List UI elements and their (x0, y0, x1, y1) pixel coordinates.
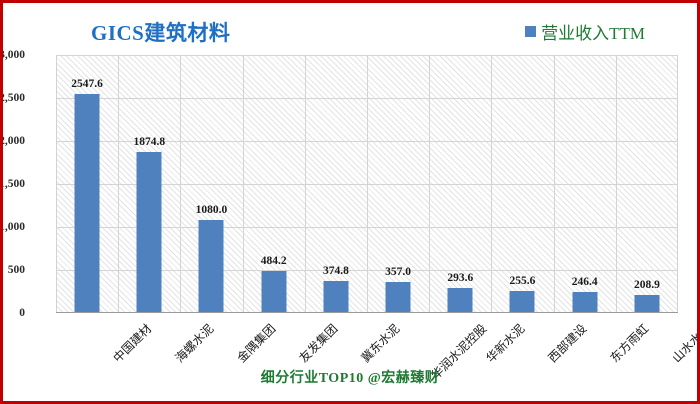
bar-slot: 1080.0 (180, 55, 242, 313)
y-axis-tick-label: 1,500 (0, 178, 25, 190)
bar-value-label: 357.0 (385, 266, 412, 279)
y-axis-tick-label: 3,000 (0, 49, 25, 61)
bar[interactable] (261, 271, 287, 313)
bar[interactable] (323, 280, 349, 313)
legend-swatch-icon (525, 26, 537, 37)
y-axis-tick-label: 500 (7, 264, 25, 276)
bar-slot: 357.0 (367, 55, 429, 313)
footer-caption: 细分行业TOP10 @宏赫臻财 (260, 371, 440, 386)
chart-legend: 营业收入TTM (525, 19, 645, 44)
category-divider (554, 55, 555, 313)
plot-wrapper: 0 500 1,000 1,500 2,000 2,500 3,000 2547.6 1874… (3, 49, 678, 319)
x-axis-labels: 中国建材 海螺水泥 金隅集团 友发集团 冀东水泥 华润水泥控股 华新水泥 西部建设 东方雨虹 山水… (56, 314, 697, 382)
page-title: GICS建筑材料 (91, 21, 231, 45)
bar[interactable] (136, 151, 162, 313)
x-axis-tick-label: 海螺水泥 (172, 321, 217, 366)
bar[interactable] (509, 291, 535, 313)
bar-slot: 246.4 (554, 55, 616, 313)
x-axis-tick-label: 冀东水泥 (358, 321, 403, 366)
bar[interactable] (634, 295, 660, 313)
bar-value-label: 374.8 (322, 264, 349, 277)
bar[interactable] (74, 93, 100, 313)
y-axis-tick-label: 1,000 (0, 221, 25, 233)
bar-value-label: 246.4 (571, 275, 598, 288)
x-axis-tick-label: 友发集团 (296, 321, 341, 366)
bar-value-label: 484.2 (260, 255, 287, 268)
bar-slot: 293.6 (429, 55, 491, 313)
category-divider (180, 55, 181, 313)
category-divider (367, 55, 368, 313)
bar-slot: 208.9 (616, 55, 678, 313)
bar-slot: 374.8 (305, 55, 367, 313)
category-divider (429, 55, 430, 313)
bar-value-label: 293.6 (447, 271, 474, 284)
bar-slot: 2547.6 (56, 55, 118, 313)
bar-slot: 484.2 (243, 55, 305, 313)
bar[interactable] (385, 282, 411, 313)
x-axis-tick-label: 东方雨虹 (607, 321, 652, 366)
x-axis-line (56, 312, 678, 313)
x-axis-tick-label: 华新水泥 (483, 321, 528, 366)
legend-label: 营业收入TTM (541, 24, 645, 43)
x-axis-tick-label: 山水水泥 (669, 321, 700, 366)
y-axis-tick-label: 0 (19, 307, 25, 319)
category-divider (243, 55, 244, 313)
bar-value-label: 208.9 (633, 279, 660, 292)
x-axis-tick-label: 中国建材 (110, 321, 154, 366)
category-divider (616, 55, 617, 313)
category-divider (491, 55, 492, 313)
bar-value-label: 255.6 (509, 275, 536, 288)
bar-value-label: 1080.0 (195, 204, 228, 217)
y-axis-tick-label: 2,000 (0, 135, 25, 147)
bar[interactable] (572, 291, 598, 313)
bar-value-label: 2547.6 (71, 77, 103, 90)
bar[interactable] (447, 287, 473, 313)
x-axis-tick-label: 西部建设 (545, 321, 590, 366)
bar-slot: 255.6 (491, 55, 553, 313)
bar-series: 2547.6 1874.8 1080.0 484.2 374.8 357.0 293.6 25… (56, 55, 678, 313)
bar-slot: 1874.8 (118, 55, 180, 313)
x-axis-tick-label: 金隅集团 (234, 321, 279, 366)
category-divider (305, 55, 306, 313)
category-divider (118, 55, 119, 313)
bar-value-label: 1874.8 (133, 135, 166, 148)
y-axis-tick-label: 2,500 (0, 92, 25, 104)
bar[interactable] (198, 220, 224, 313)
